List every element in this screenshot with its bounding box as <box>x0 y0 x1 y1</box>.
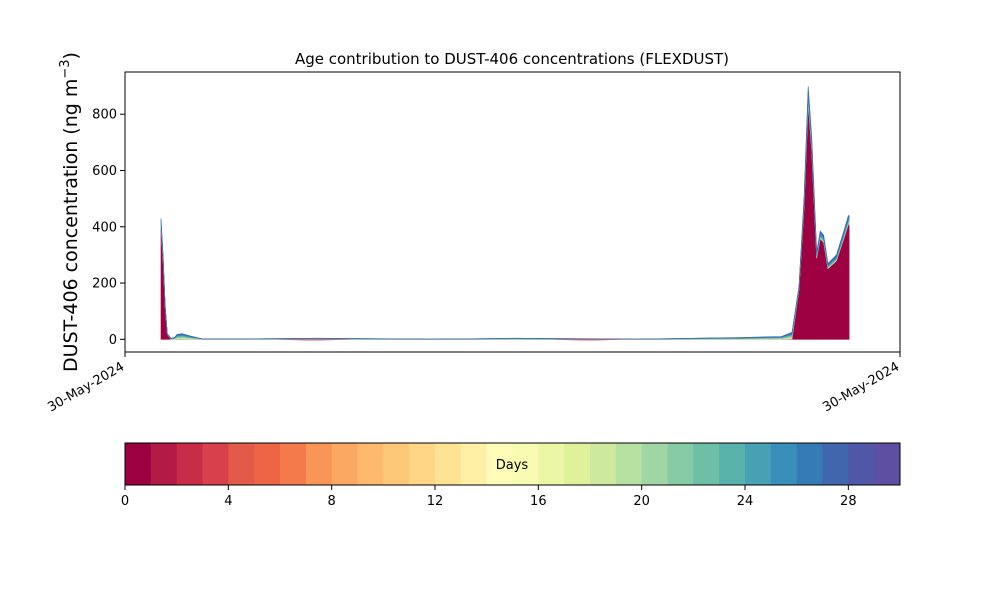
colorbar-swatch <box>280 443 307 485</box>
y-axis-label: DUST-406 concentration (ng m−3) <box>58 52 82 372</box>
colorbar: Days 0 4 8 12 16 20 24 28 <box>121 442 901 509</box>
colorbar-swatch <box>848 443 875 485</box>
colorbar-tick-label: 28 <box>840 494 857 509</box>
area-band-2 <box>160 97 850 340</box>
colorbar-swatch <box>486 443 513 485</box>
colorbar-swatch <box>667 443 694 485</box>
colorbar-swatch <box>564 443 591 485</box>
area-band-3 <box>160 93 850 340</box>
colorbar-swatch <box>176 443 203 485</box>
colorbar-swatch <box>796 443 823 485</box>
colorbar-swatch <box>719 443 746 485</box>
area-band-0 <box>160 103 850 340</box>
colorbar-frame <box>124 442 901 486</box>
y-axis-label-close: ) <box>60 52 82 59</box>
x-tick-label: 30-May-2024 <box>45 359 127 415</box>
colorbar-tick-label: 20 <box>633 494 650 509</box>
stacked-area-series <box>160 86 850 341</box>
y-axis: 0 200 400 600 800 <box>92 108 125 348</box>
area-band-5 <box>160 86 850 340</box>
y-axis-label-main: DUST-406 concentration (ng m <box>60 79 82 372</box>
area-band-4 <box>160 89 850 340</box>
colorbar-swatch <box>538 443 565 485</box>
colorbar-tick-label: 8 <box>328 494 336 509</box>
colorbar-tick-label: 4 <box>224 494 232 509</box>
colorbar-swatch <box>435 443 462 485</box>
plot-area <box>124 71 901 353</box>
colorbar-swatch <box>745 443 772 485</box>
colorbar-swatch <box>693 443 720 485</box>
colorbar-swatch <box>125 443 152 485</box>
colorbar-swatch <box>254 443 281 485</box>
colorbar-swatch <box>460 443 488 485</box>
plot-frame <box>124 71 901 353</box>
colorbar-swatch <box>383 443 410 485</box>
colorbar-swatch <box>512 443 539 485</box>
colorbar-swatch <box>228 443 255 485</box>
colorbar-swatch <box>822 443 849 485</box>
colorbar-ticks: 0 4 8 12 16 20 24 28 <box>121 485 857 509</box>
colorbar-swatch <box>305 443 333 485</box>
colorbar-swatch <box>409 443 436 485</box>
y-tick-label: 200 <box>92 277 117 292</box>
x-tick-label: 30-May-2024 <box>820 359 902 415</box>
colorbar-swatch <box>874 443 901 485</box>
chart-title: Age contribution to DUST-406 concentrati… <box>295 50 729 68</box>
colorbar-swatches <box>125 443 901 485</box>
colorbar-swatch <box>590 443 617 485</box>
y-tick-label: 800 <box>92 108 117 123</box>
colorbar-tick-label: 0 <box>121 494 129 509</box>
colorbar-swatch <box>615 443 643 485</box>
colorbar-swatch <box>331 443 358 485</box>
y-tick-label: 600 <box>92 164 117 179</box>
colorbar-swatch <box>202 443 229 485</box>
negative-dip-1 <box>548 339 627 341</box>
colorbar-swatch <box>641 443 668 485</box>
colorbar-swatch <box>357 443 384 485</box>
y-tick-label: 0 <box>109 333 117 348</box>
colorbar-tick-label: 16 <box>530 494 547 509</box>
colorbar-tick-label: 12 <box>427 494 444 509</box>
x-axis: 30-May-2024 30-May-2024 <box>45 352 902 415</box>
y-axis-label-exponent: −3 <box>58 59 73 78</box>
negative-dip-0 <box>273 339 352 341</box>
colorbar-swatch <box>150 443 178 485</box>
colorbar-label: Days <box>496 458 529 473</box>
area-band-1 <box>160 101 850 340</box>
colorbar-tick-label: 24 <box>737 494 754 509</box>
colorbar-swatch <box>770 443 798 485</box>
y-tick-label: 400 <box>92 220 117 235</box>
